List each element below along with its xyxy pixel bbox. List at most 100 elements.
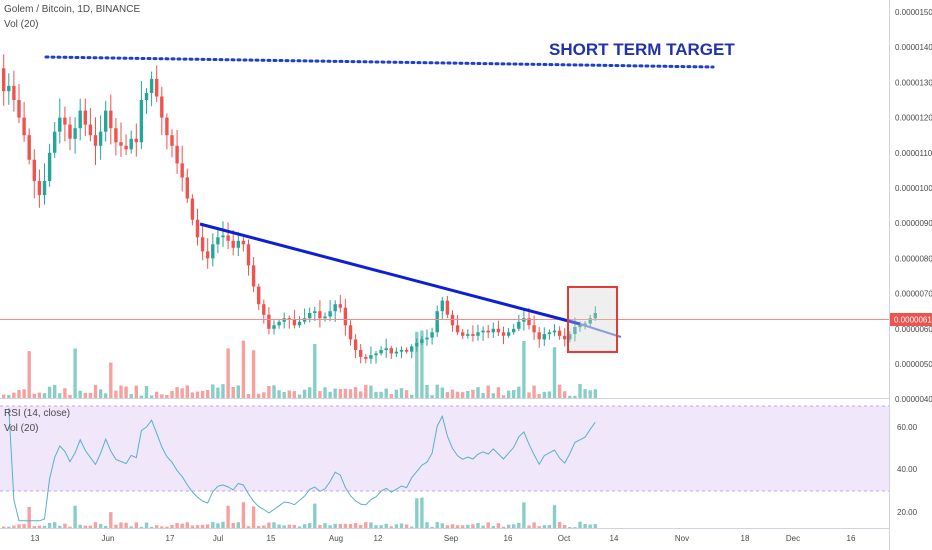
rsi-volume-bar: [318, 524, 322, 528]
candle-body: [251, 265, 256, 287]
rsi-volume-bar: [257, 526, 261, 528]
volume-bar: [471, 389, 475, 398]
time-tick: Jul: [213, 534, 223, 543]
candle-body: [185, 177, 189, 199]
volume-bar: [58, 393, 62, 398]
volume-bar: [389, 394, 393, 398]
volume-bar: [410, 394, 414, 398]
rsi-volume-label: Vol (20): [4, 423, 39, 434]
candle-body: [379, 349, 383, 354]
volume-bar: [277, 390, 281, 398]
volume-bar: [190, 392, 195, 398]
candle-body: [359, 349, 363, 357]
candle-body: [425, 337, 429, 340]
rsi-volume-bar: [415, 498, 419, 528]
rsi-volume-bar: [27, 506, 31, 528]
volume-bar: [491, 393, 495, 398]
volume-bar: [557, 384, 562, 398]
rsi-volume-bar: [547, 525, 552, 528]
rsi-volume-bar: [165, 526, 169, 528]
rsi-volume-bar: [542, 525, 546, 528]
candle-body: [180, 163, 184, 178]
candle-body: [410, 346, 414, 352]
chart-title: Golem / Bitcoin, 1D, BINANCE: [4, 4, 141, 15]
volume-bar: [338, 389, 342, 398]
volume-bar: [394, 389, 399, 398]
candle-body: [114, 128, 118, 143]
rsi-volume-bar: [496, 523, 501, 528]
candle-body: [338, 304, 342, 308]
candle-body: [42, 181, 47, 196]
candle-body: [149, 78, 154, 93]
candle-body: [262, 304, 266, 315]
rsi-volume-bar: [425, 522, 429, 528]
candle-body: [22, 117, 26, 136]
candle-body: [175, 145, 179, 164]
candle-body: [272, 325, 276, 329]
volume-bar: [104, 393, 108, 398]
rsi-volume-bar: [272, 522, 276, 528]
candle-body: [129, 138, 133, 150]
volume-bar: [430, 395, 434, 398]
volume-bar: [542, 391, 546, 398]
time-tick: Sep: [444, 534, 459, 543]
candle-body: [496, 328, 501, 333]
rsi-volume-bar: [568, 527, 572, 528]
volume-bar: [216, 387, 220, 398]
volume-bar: [318, 391, 322, 398]
candle-body: [420, 339, 424, 343]
trendline[interactable]: [199, 222, 581, 326]
candle-body: [78, 110, 82, 129]
rsi-volume-bar: [200, 524, 205, 528]
candle-body: [343, 307, 348, 326]
rsi-volume-bar: [573, 527, 577, 528]
rsi-volume-bar: [522, 502, 526, 528]
rsi-volume-bar: [195, 525, 200, 528]
rsi-volume-bar: [491, 525, 495, 528]
rsi-volume-bar: [144, 522, 149, 528]
volume-bar: [144, 386, 149, 398]
time-tick: Nov: [675, 534, 689, 543]
rsi-volume-bar: [98, 524, 103, 528]
volume-bar: [292, 391, 297, 398]
volume-bar: [68, 394, 72, 398]
rsi-volume-bar: [563, 525, 567, 528]
candle-body: [506, 332, 511, 336]
breakout-box[interactable]: [567, 286, 618, 353]
candle-body: [226, 235, 230, 241]
volume-bar: [517, 386, 521, 398]
rsi-volume-bar: [241, 502, 246, 528]
volume-bar: [211, 384, 215, 398]
candle-body: [404, 349, 409, 352]
trendline-extension: [579, 323, 622, 338]
candle-body: [557, 330, 562, 336]
candle-body: [481, 330, 485, 333]
rsi-volume-bar: [83, 525, 87, 528]
volume-bar: [226, 348, 230, 398]
volume-bar: [573, 395, 577, 398]
rsi-volume-bar: [348, 524, 353, 528]
rsi-volume-bar: [282, 525, 286, 528]
time-tick: Dec: [786, 534, 800, 543]
volume-bar: [185, 385, 189, 398]
rsi-volume-bar: [343, 523, 348, 528]
volume-bars: [2, 330, 597, 398]
candle-body: [415, 342, 419, 347]
candle-body: [445, 300, 450, 315]
rsi-volume-bar: [557, 522, 562, 528]
candle-body: [27, 135, 31, 160]
candle-body: [7, 85, 11, 92]
rsi-volume-bar: [374, 525, 378, 528]
volume-bar: [364, 384, 368, 398]
time-tick: 16: [504, 534, 513, 543]
rsi-volume-bar: [149, 526, 154, 528]
rsi-volume-bar: [104, 525, 108, 528]
volume-bar: [175, 387, 179, 398]
candle-body: [221, 235, 225, 238]
